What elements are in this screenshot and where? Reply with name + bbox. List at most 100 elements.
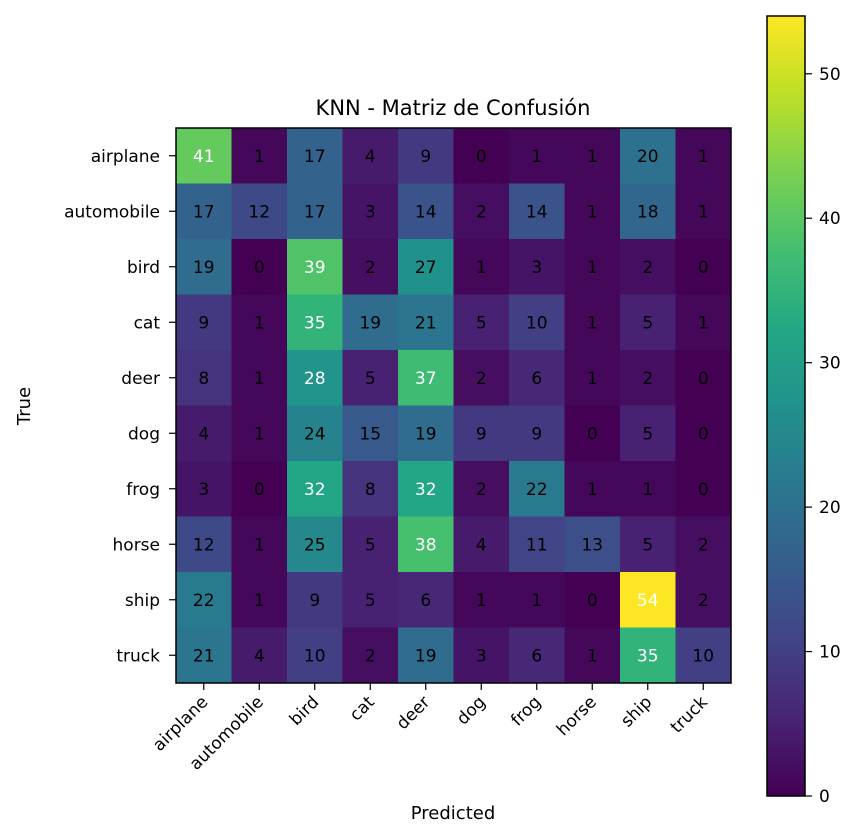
heatmap-cell: [287, 516, 343, 573]
heatmap-cell: [564, 461, 621, 517]
heatmap-cell: [509, 350, 565, 406]
cell-value-label: 1: [587, 646, 598, 666]
heatmap-cell: [509, 516, 565, 573]
heatmap-cell: [509, 183, 565, 240]
cell-value-label: 5: [365, 535, 376, 555]
cell-value-label: 6: [531, 369, 542, 389]
cell-value-label: 41: [193, 147, 215, 167]
heatmap-cell: [231, 128, 288, 184]
heatmap-cell: [509, 128, 565, 184]
heatmap-cell: [509, 461, 565, 517]
cell-value-label: 5: [642, 424, 653, 444]
heatmap-cell: [620, 239, 676, 295]
cell-value-label: 0: [698, 480, 709, 500]
y-axis-label: True: [14, 387, 35, 426]
heatmap-cell: [675, 516, 732, 573]
cell-value-label: 8: [198, 369, 209, 389]
heatmap-cell: [675, 572, 732, 628]
cell-value-label: 1: [254, 147, 265, 167]
heatmap-cell: [675, 239, 732, 295]
cell-value-label: 1: [642, 480, 653, 500]
heatmap-cell: [453, 183, 510, 240]
cell-value-label: 32: [415, 480, 437, 500]
plot-frame: [175, 127, 732, 684]
cell-value-label: 19: [193, 258, 215, 278]
heatmap-cell: [620, 461, 676, 517]
cell-value-label: 3: [198, 480, 209, 500]
cell-value-label: 22: [526, 480, 548, 500]
cell-value-label: 4: [198, 424, 209, 444]
cell-value-label: 3: [531, 258, 542, 278]
cell-value-label: 1: [587, 313, 598, 333]
cell-value-label: 2: [365, 646, 376, 666]
cell-value-label: 21: [193, 646, 215, 666]
cell-value-label: 2: [698, 591, 709, 611]
cell-value-label: 2: [642, 369, 653, 389]
heatmap-cell: [564, 294, 621, 351]
cell-value-label: 1: [476, 591, 487, 611]
cell-value-label: 1: [254, 369, 265, 389]
heatmap-cell: [176, 461, 232, 517]
heatmap-cell: [231, 294, 288, 351]
heatmap-cell: [564, 516, 621, 573]
cell-value-label: 12: [193, 535, 215, 555]
y-tick-label: frog: [126, 480, 160, 500]
heatmap-cell: [453, 516, 510, 573]
y-tick-label: cat: [134, 313, 161, 333]
cell-value-label: 6: [420, 591, 431, 611]
heatmap-cell: [509, 294, 565, 351]
heatmap-cell: [453, 239, 510, 295]
cell-value-label: 20: [637, 147, 659, 167]
x-tick-label: horse: [553, 692, 601, 740]
cell-value-label: 18: [637, 202, 659, 222]
heatmap-cell: [620, 572, 676, 628]
cell-value-label: 0: [587, 591, 598, 611]
y-tick-label: automobile: [64, 202, 160, 222]
heatmap-cell: [231, 516, 288, 573]
cell-value-label: 11: [526, 535, 548, 555]
heatmap-cell: [398, 183, 454, 240]
heatmap-cell: [342, 239, 399, 295]
heatmap-cell: [287, 350, 343, 406]
y-tick-label: bird: [127, 258, 160, 278]
heatmap-cell: [342, 627, 399, 684]
heatmap-cell: [675, 627, 732, 684]
colorbar-tick-label: 0: [819, 787, 830, 807]
heatmap-cell: [564, 183, 621, 240]
heatmap-cell: [398, 294, 454, 351]
cell-value-label: 2: [476, 202, 487, 222]
heatmap-cell: [287, 239, 343, 295]
heatmap-cell: [231, 572, 288, 628]
heatmap-cell: [675, 461, 732, 517]
y-tick-label: truck: [116, 646, 160, 666]
heatmap-cell: [231, 239, 288, 295]
heatmap-cell: [675, 183, 732, 240]
heatmap-cell: [398, 239, 454, 295]
heatmap-cell: [675, 405, 732, 462]
heatmap-cell: [176, 128, 232, 184]
cell-value-label: 22: [193, 591, 215, 611]
heatmap-cell: [287, 461, 343, 517]
heatmap-cell: [231, 405, 288, 462]
cell-value-label: 27: [415, 258, 437, 278]
heatmap-cell: [620, 405, 676, 462]
colorbar-tick-label: 30: [819, 354, 841, 374]
cell-value-label: 9: [420, 147, 431, 167]
cell-value-label: 1: [254, 591, 265, 611]
cell-value-label: 25: [304, 535, 326, 555]
heatmap-cell: [342, 516, 399, 573]
cell-value-label: 0: [698, 258, 709, 278]
colorbar-tick-label: 20: [819, 498, 841, 518]
colorbar-tick-label: 10: [819, 643, 841, 663]
x-axis-label: Predicted: [411, 803, 496, 824]
cell-value-label: 1: [587, 480, 598, 500]
heatmap-cell: [675, 294, 732, 351]
heatmap-cell: [398, 572, 454, 628]
x-tick-label: frog: [507, 692, 545, 730]
y-tick-label: airplane: [91, 147, 160, 167]
cell-value-label: 1: [254, 535, 265, 555]
heatmap-cell: [453, 350, 510, 406]
heatmap-cell: [453, 627, 510, 684]
heatmap-cell: [231, 627, 288, 684]
